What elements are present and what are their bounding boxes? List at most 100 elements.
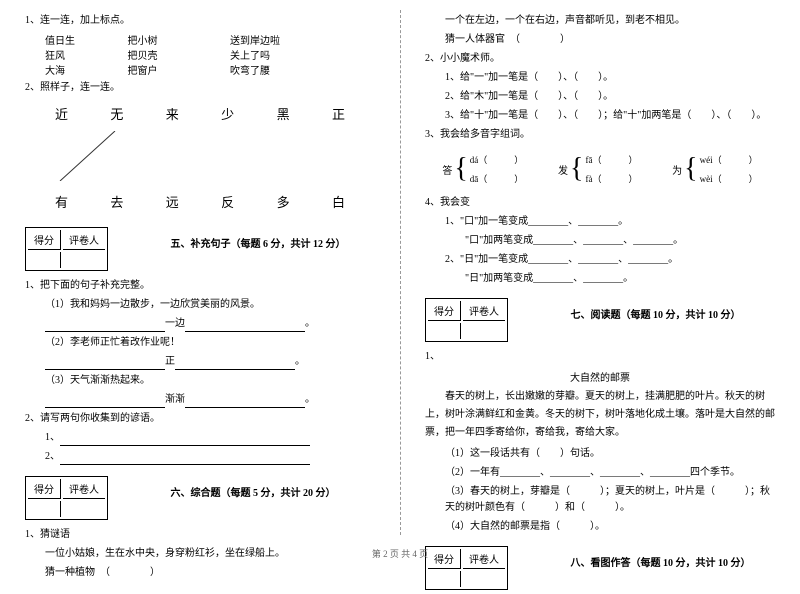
- grader-label: 评卷人: [63, 230, 105, 250]
- section6-header: 得分评卷人 六、综合题（每题 5 分，共计 20 分）: [25, 468, 375, 524]
- answer-prefix: 猜一种植物: [45, 567, 95, 578]
- q1-cell: 关上了吗: [230, 51, 270, 62]
- grader-label: 评卷人: [63, 479, 105, 499]
- rq2-item2: 2、给"木"加一笔是（ ）、（ ）。: [425, 89, 775, 105]
- blank-input[interactable]: [185, 396, 305, 408]
- char: 近: [55, 104, 68, 123]
- char: 黑: [277, 104, 290, 123]
- grader-cell[interactable]: [63, 252, 105, 268]
- pattern-word: 渐渐: [165, 394, 185, 405]
- rq2-item1: 1、给"一"加一笔是（ ）、（ ）。: [425, 70, 775, 86]
- q2-title: 2、照样子，连一连。: [25, 80, 375, 96]
- score-label: 得分: [428, 301, 461, 321]
- char: 来: [166, 104, 179, 123]
- grader-label: 评卷人: [463, 301, 505, 321]
- reading-title: 大自然的邮票: [425, 369, 775, 384]
- pinyin-opt: fà（ ）: [585, 172, 637, 185]
- connection-line: [25, 131, 375, 181]
- pattern-word: 正: [165, 356, 175, 367]
- rq2-item3: 3、给"十"加一笔是（ ）、（ ）；给"十"加两笔是（ ）、（ ）。: [425, 108, 775, 124]
- blank-input[interactable]: [185, 320, 305, 332]
- item-num: 1、: [45, 432, 60, 443]
- left-column: 1、连一连，加上标点。 值日生 把小树 送到岸边啦 狂风 把贝壳 关上了吗 大海…: [0, 0, 400, 545]
- s6q1-line2: 猜一种植物 （ ）: [25, 565, 375, 581]
- s6q1-title: 1、猜谜语: [25, 527, 375, 543]
- page-footer: 第 2 页 共 4 页: [0, 547, 800, 560]
- pattern-word: 一边: [165, 318, 185, 329]
- pinyin-opt: dá（ ）: [470, 153, 524, 166]
- blank-input[interactable]: [45, 358, 165, 370]
- q1-row-1: 狂风 把贝壳 关上了吗: [25, 47, 375, 62]
- s5q1-title: 1、把下面的句子补充完整。: [25, 278, 375, 294]
- answer-prefix: 猜一人体器官: [445, 34, 505, 45]
- score-box: 得分评卷人: [425, 298, 508, 342]
- reading-text: 春天的树上，长出嫩嫩的芽瓣。夏天的树上，挂满肥肥的叶片。秋天的树上，树叶涂满鲜红…: [425, 388, 775, 442]
- rq3-title: 3、我会给多音字组词。: [425, 127, 775, 143]
- s5q2-item2: 2、: [25, 449, 375, 465]
- reading-q1: （1）这一段话共有（ ）句话。: [425, 446, 775, 462]
- section6-title: 六、综合题（每题 5 分，共计 20 分）: [171, 484, 336, 499]
- score-cell[interactable]: [428, 323, 461, 339]
- blank-input[interactable]: [45, 320, 165, 332]
- char-label: 答: [442, 162, 452, 177]
- q2-top-row: 近 无 来 少 黑 正: [25, 104, 375, 123]
- char-label: 发: [558, 162, 568, 177]
- rq2-title: 2、小小魔术师。: [425, 51, 775, 67]
- char: 无: [110, 104, 123, 123]
- char: 反: [221, 192, 234, 211]
- grader-cell[interactable]: [463, 571, 505, 587]
- score-label: 得分: [28, 479, 61, 499]
- score-cell[interactable]: [28, 252, 61, 268]
- s5q1-line2: （2）李老师正忙着改作业呢！: [25, 335, 375, 351]
- score-cell[interactable]: [28, 501, 61, 517]
- right-column: 一个在左边，一个在右边，声音都听见，到老不相见。 猜一人体器官 （ ） 2、小小…: [400, 0, 800, 545]
- blank-input[interactable]: [45, 396, 165, 408]
- s5q1-line1: （1）我和妈妈一边散步，一边欣赏美丽的风景。: [25, 297, 375, 313]
- char-label: 为: [672, 162, 682, 177]
- section5-title: 五、补充句子（每题 6 分，共计 12 分）: [171, 235, 346, 250]
- brace-icon: {: [454, 162, 467, 176]
- section5-header: 得分评卷人 五、补充句子（每题 6 分，共计 12 分）: [25, 219, 375, 275]
- section7-header: 得分评卷人 七、阅读题（每题 10 分，共计 10 分）: [425, 290, 775, 346]
- reading-q2: （2）一年有________、________、________、_______…: [425, 465, 775, 481]
- blank-input[interactable]: [60, 434, 310, 446]
- section7-title: 七、阅读题（每题 10 分，共计 10 分）: [571, 306, 741, 321]
- reading-num: 1、: [425, 349, 775, 365]
- score-box: 得分评卷人: [25, 227, 108, 271]
- s5q1-line3: （3）天气渐渐热起来。: [25, 373, 375, 389]
- s5q1-blank1: 一边。: [25, 316, 375, 332]
- score-box: 得分评卷人: [25, 476, 108, 520]
- riddle2-line2: 猜一人体器官 （ ）: [425, 32, 775, 48]
- pinyin-opt: fā（ ）: [585, 153, 637, 166]
- blank-input[interactable]: [60, 453, 310, 465]
- rq4-item2: 2、"日"加一笔变成________、________、________。: [425, 252, 775, 268]
- reading-q4: （4）大自然的邮票是指（ ）。: [425, 519, 775, 535]
- q1-row-0: 值日生 把小树 送到岸边啦: [25, 32, 375, 47]
- q2-bottom-row: 有 去 远 反 多 白: [25, 192, 375, 211]
- polyphonic-row: 答 { dá（ ） dā（ ） 发 { fā（ ） fà（ ） 为 { wéi（…: [425, 153, 775, 185]
- q1-cell: 吹弯了腰: [230, 66, 270, 77]
- s5q2-title: 2、请写两句你收集到的谚语。: [25, 411, 375, 427]
- char: 去: [110, 192, 123, 211]
- char: 远: [166, 192, 179, 211]
- item-num: 2、: [45, 451, 60, 462]
- char: 少: [221, 104, 234, 123]
- char: 多: [277, 192, 290, 211]
- char: 白: [332, 192, 345, 211]
- score-cell[interactable]: [428, 571, 461, 587]
- poly-char-0: 答 { dá（ ） dā（ ）: [442, 153, 523, 185]
- brace-icon: {: [684, 162, 697, 176]
- s5q2-item1: 1、: [25, 430, 375, 446]
- rq4-title: 4、我会变: [425, 195, 775, 211]
- pinyin-opt: wèi（ ）: [700, 172, 758, 185]
- brace-icon: {: [570, 162, 583, 176]
- q1-cell: 把窗户: [128, 62, 228, 77]
- blank-input[interactable]: [175, 358, 295, 370]
- rq4-item3: "日"加两笔变成________、________。: [425, 271, 775, 287]
- char: 有: [55, 192, 68, 211]
- grader-cell[interactable]: [463, 323, 505, 339]
- q1-row-2: 大海 把窗户 吹弯了腰: [25, 62, 375, 77]
- s5q1-blank2: 正。: [25, 354, 375, 370]
- grader-cell[interactable]: [63, 501, 105, 517]
- rq4-item1: "口"加两笔变成________、________、________。: [425, 233, 775, 249]
